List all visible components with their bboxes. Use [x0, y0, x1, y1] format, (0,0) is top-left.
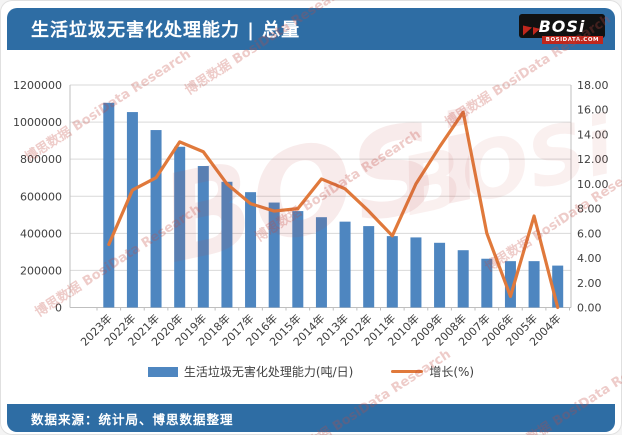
y-axis-label-primary: 1000000: [13, 116, 62, 129]
y-axis-label-secondary: 12.00: [577, 153, 609, 166]
bar-2017年: [245, 192, 257, 308]
bosidata-logo: BOSi BOSIDATA.COM: [513, 14, 605, 44]
y-axis-label-secondary: 8.00: [577, 203, 602, 216]
bar-2004年: [552, 265, 564, 308]
y-axis-label-primary: 400000: [20, 227, 62, 240]
y-axis-label-secondary: 2.00: [577, 277, 602, 290]
bar-2008年: [457, 250, 469, 308]
legend-item-growth: 增长(%): [391, 363, 474, 380]
logo-triangle-icon: [523, 22, 532, 36]
bar-2012年: [363, 226, 375, 308]
bar-2016年: [268, 202, 280, 308]
bar-2019年: [197, 166, 209, 308]
y-axis-label-primary: 1200000: [13, 79, 62, 92]
growth-line: [107, 110, 560, 310]
chart-legend: 生活垃圾无害化处理能力(吨/日) 增长(%): [0, 363, 622, 380]
bar-2023年: [103, 102, 115, 308]
bar-2022年: [126, 112, 138, 308]
y-axis-label-primary: 800000: [20, 153, 62, 166]
bar-2018年: [221, 181, 233, 308]
y-axis-label-secondary: 10.00: [577, 178, 609, 191]
bar-2007年: [481, 258, 493, 308]
y-axis-label-primary: 600000: [20, 190, 62, 203]
bar-2010年: [410, 237, 422, 308]
y-axis-label-secondary: 4.00: [577, 252, 602, 265]
y-axis-label-secondary: 14.00: [577, 128, 609, 141]
legend-item-capacity: 生活垃圾无害化处理能力(吨/日): [147, 363, 354, 380]
bar-2020年: [174, 146, 186, 308]
footer-bar: 数据来源：统计局、博思数据整理: [7, 404, 615, 432]
logo-box: BOSi: [519, 14, 605, 38]
line-series-swatch: [391, 370, 424, 373]
logo-text: BOSi: [538, 16, 586, 36]
bar-series-swatch: [147, 366, 178, 377]
header-bar: 生活垃圾无害化处理能力 | 总量 BOSi BOSIDATA.COM: [7, 8, 615, 50]
y-axis-label-secondary: 18.00: [577, 79, 609, 92]
bar-2009年: [434, 242, 446, 308]
data-source-note: 数据来源：统计局、博思数据整理: [31, 411, 234, 427]
bar-2013年: [339, 221, 351, 308]
bar-2015年: [292, 211, 304, 308]
bar-2011年: [386, 236, 398, 308]
chart-area: 0 200000 400000 600000 800000 1000000 1200000 0…: [0, 50, 622, 365]
bar-2005年: [528, 261, 540, 308]
bar-2006年: [504, 261, 516, 308]
combo-chart-svg: 0 200000 400000 600000 800000 1000000 1200000 0…: [13, 79, 609, 349]
y-axis-label-primary: 0: [55, 302, 62, 315]
y-axis-label-primary: 200000: [20, 264, 62, 277]
page-title: 生活垃圾无害化处理能力 | 总量: [31, 20, 301, 41]
bar-2021年: [150, 130, 162, 308]
y-axis-label-secondary: 6.00: [577, 227, 602, 240]
bar-2014年: [315, 217, 327, 308]
logo-domain: BOSIDATA.COM: [541, 36, 603, 44]
y-axis-label-secondary: 16.00: [577, 104, 609, 117]
legend-label-growth: 增长(%): [429, 365, 475, 379]
y-axis-label-secondary: 0.00: [577, 302, 602, 315]
legend-label-capacity: 生活垃圾无害化处理能力(吨/日): [183, 365, 354, 379]
